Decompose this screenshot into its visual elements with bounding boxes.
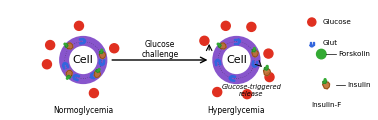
Polygon shape — [84, 39, 85, 44]
Polygon shape — [310, 45, 314, 47]
Polygon shape — [91, 72, 95, 75]
Circle shape — [67, 44, 99, 76]
Polygon shape — [231, 80, 235, 81]
Polygon shape — [67, 75, 71, 78]
Polygon shape — [99, 63, 104, 66]
Polygon shape — [215, 62, 217, 66]
Polygon shape — [313, 42, 314, 45]
Polygon shape — [79, 39, 84, 40]
Circle shape — [217, 43, 219, 45]
Polygon shape — [94, 71, 100, 78]
Circle shape — [220, 44, 253, 76]
Text: Glucose: Glucose — [322, 19, 352, 25]
Text: challenge: challenge — [141, 50, 178, 59]
Text: Insulin: Insulin — [347, 82, 371, 88]
Circle shape — [90, 89, 98, 98]
Circle shape — [200, 36, 209, 45]
Circle shape — [266, 66, 268, 67]
Polygon shape — [103, 60, 105, 64]
Circle shape — [46, 41, 55, 50]
Circle shape — [221, 21, 230, 30]
Polygon shape — [215, 59, 220, 62]
Text: Glucose: Glucose — [145, 40, 175, 49]
Polygon shape — [99, 52, 105, 59]
Circle shape — [67, 44, 99, 76]
Polygon shape — [73, 75, 76, 79]
Circle shape — [324, 79, 326, 81]
Polygon shape — [218, 44, 221, 48]
Polygon shape — [252, 65, 257, 67]
Polygon shape — [66, 70, 72, 77]
Polygon shape — [96, 70, 100, 73]
Circle shape — [220, 44, 253, 76]
Text: Normoglycemia: Normoglycemia — [53, 106, 113, 115]
Polygon shape — [234, 39, 239, 40]
Polygon shape — [239, 39, 240, 44]
Polygon shape — [263, 69, 270, 76]
Polygon shape — [256, 62, 258, 66]
Polygon shape — [252, 61, 254, 65]
Polygon shape — [264, 67, 268, 70]
Circle shape — [64, 43, 66, 45]
Polygon shape — [74, 78, 78, 81]
Polygon shape — [62, 63, 67, 65]
Text: Insulin-F: Insulin-F — [311, 102, 341, 108]
Circle shape — [247, 22, 256, 31]
Circle shape — [213, 87, 222, 96]
Circle shape — [215, 39, 258, 81]
Polygon shape — [234, 43, 239, 44]
Polygon shape — [65, 44, 68, 48]
Text: Glut: Glut — [322, 40, 338, 46]
Polygon shape — [90, 74, 94, 79]
Polygon shape — [252, 49, 256, 52]
Circle shape — [74, 21, 84, 30]
Text: Hyperglycemia: Hyperglycemia — [208, 106, 265, 115]
Polygon shape — [310, 42, 311, 45]
Polygon shape — [99, 51, 103, 54]
Polygon shape — [252, 51, 258, 57]
Text: Forskolin: Forskolin — [338, 51, 370, 57]
Polygon shape — [66, 64, 69, 68]
Polygon shape — [323, 82, 330, 89]
Text: Glucose-triggered
release: Glucose-triggered release — [222, 84, 281, 97]
Text: Cell: Cell — [226, 55, 247, 65]
Text: Cell: Cell — [73, 55, 94, 65]
Polygon shape — [93, 75, 97, 79]
Polygon shape — [231, 76, 235, 78]
Circle shape — [62, 39, 105, 81]
Circle shape — [101, 49, 102, 51]
Circle shape — [243, 90, 252, 99]
Circle shape — [42, 60, 51, 69]
Polygon shape — [229, 76, 232, 81]
Circle shape — [316, 49, 326, 59]
Polygon shape — [219, 61, 221, 65]
Circle shape — [67, 78, 68, 79]
Circle shape — [98, 69, 100, 70]
Circle shape — [254, 48, 255, 49]
Polygon shape — [66, 43, 73, 49]
Polygon shape — [99, 59, 101, 63]
Polygon shape — [80, 42, 84, 44]
Polygon shape — [219, 43, 226, 49]
Circle shape — [265, 73, 274, 82]
Circle shape — [110, 44, 119, 53]
Polygon shape — [75, 75, 80, 77]
Circle shape — [264, 49, 273, 58]
Circle shape — [308, 18, 316, 26]
Polygon shape — [62, 65, 65, 69]
Polygon shape — [323, 80, 327, 83]
